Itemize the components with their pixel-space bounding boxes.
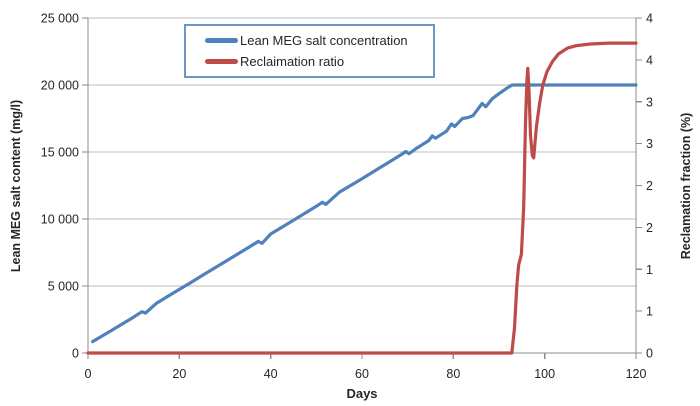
right-axis-tick-label: 2: [646, 221, 653, 235]
legend-label: Reclaimation ratio: [240, 54, 345, 69]
left-axis-tick-label: 10 000: [41, 213, 79, 227]
left-axis-tick-label: 15 000: [41, 146, 79, 160]
series-swatch-red-line: [205, 59, 238, 64]
right-axis-tick-label: 4: [646, 12, 653, 26]
x-axis-title: Days: [346, 386, 378, 401]
x-axis-tick-label: 60: [355, 367, 369, 381]
x-axis-tick-label: 100: [534, 367, 555, 381]
right-axis-tick-label: 1: [646, 305, 653, 319]
x-axis-tick-label: 0: [85, 367, 92, 381]
legend-item-lean-meg-salt-concentration: Lean MEG salt concentration: [205, 34, 433, 47]
right-axis-tick-label: 0: [646, 347, 653, 361]
right-axis-title: Reclamation fraction (%): [679, 112, 693, 260]
right-axis-tick-label: 3: [646, 95, 653, 109]
left-axis-tick-label: 0: [72, 347, 79, 361]
x-axis-tick-label: 20: [172, 367, 186, 381]
x-axis-tick-label: 120: [626, 367, 647, 381]
legend-item-reclaimation-ratio: Reclaimation ratio: [205, 55, 433, 68]
right-axis-tick-label: 3: [646, 137, 653, 151]
series-line-reclaimation-ratio: [86, 41, 638, 355]
legend-label: Lean MEG salt concentration: [240, 33, 408, 48]
left-axis-title: Lean MEG salt content (mg/l): [9, 99, 23, 273]
series-swatch-blue-line: [205, 38, 238, 43]
x-axis-tick-label: 80: [446, 367, 460, 381]
legend: Lean MEG salt concentration Reclaimation…: [184, 24, 435, 78]
series-line-lean-meg-salt-concentration: [90, 83, 638, 344]
right-axis-tick-label: 4: [646, 53, 653, 67]
x-axis-tick-label: 40: [264, 367, 278, 381]
left-axis-tick-label: 25 000: [41, 12, 79, 26]
right-axis-tick-label: 1: [646, 263, 653, 277]
left-axis-tick-label: 20 000: [41, 79, 79, 93]
right-axis-tick-label: 2: [646, 179, 653, 193]
left-axis-tick-label: 5 000: [48, 280, 79, 294]
